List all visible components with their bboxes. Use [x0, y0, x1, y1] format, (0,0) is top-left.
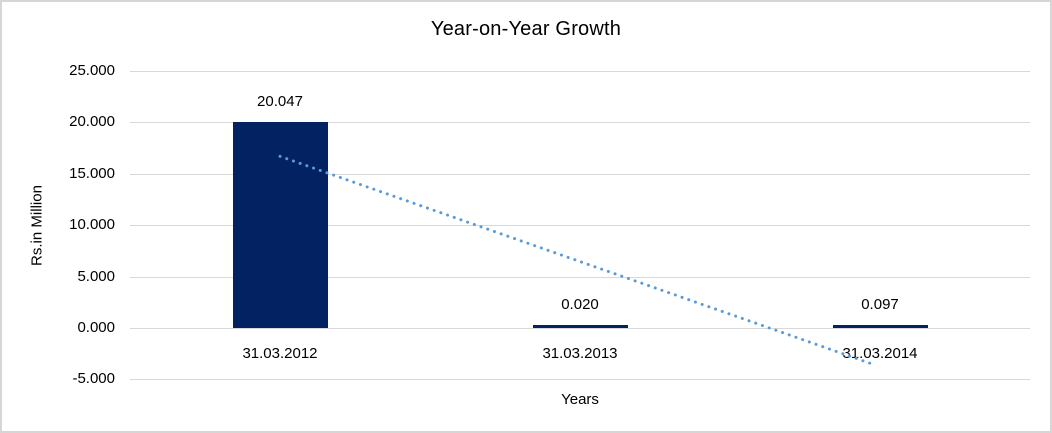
bar-data-label: 20.047	[257, 93, 303, 110]
gridline	[130, 379, 1030, 380]
x-tick-label: 31.03.2014	[842, 345, 918, 362]
gridline	[130, 71, 1030, 72]
bar-31.03.2012	[233, 122, 328, 328]
bar-31.03.2013	[533, 325, 628, 328]
x-tick-label: 31.03.2012	[242, 345, 318, 362]
bar-data-label: 0.097	[861, 296, 899, 313]
y-tick-label: -5.000	[72, 370, 115, 387]
y-tick-label: 0.000	[77, 319, 115, 336]
y-tick-label: 15.000	[69, 165, 115, 182]
y-tick-label: 5.000	[77, 268, 115, 285]
y-tick-label: 25.000	[69, 62, 115, 79]
gridline	[130, 328, 1030, 329]
chart-title: Year-on-Year Growth	[430, 18, 622, 40]
bar-data-label: 0.020	[561, 296, 599, 313]
y-tick-label: 20.000	[69, 113, 115, 130]
y-tick-label: 10.000	[69, 216, 115, 233]
x-axis-title: Years	[561, 391, 599, 408]
x-tick-label: 31.03.2013	[542, 345, 618, 362]
trendline-dotted-line	[278, 154, 877, 367]
bar-31.03.2014	[833, 325, 928, 328]
gridline	[130, 122, 1030, 123]
